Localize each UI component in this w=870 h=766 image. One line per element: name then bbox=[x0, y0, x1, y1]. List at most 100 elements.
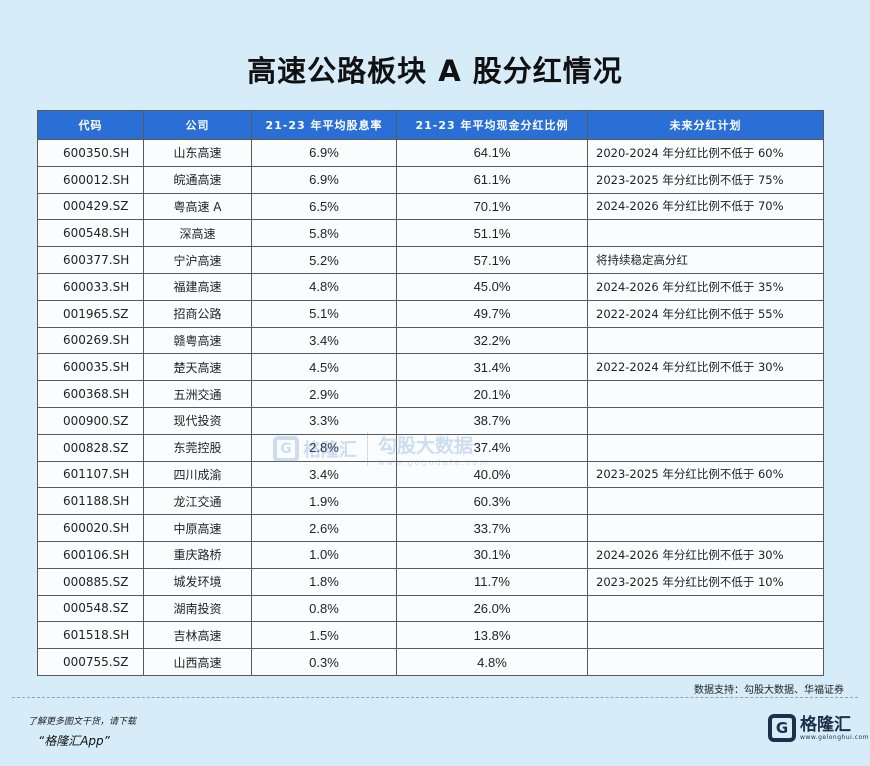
cell-dividend-yield: 3.3% bbox=[251, 406, 397, 435]
table-row: 600035.SH 楚天高速 4.5% 31.4% 2022-2024 年分红比例不低于… bbox=[37, 353, 824, 382]
cell-payout-ratio: 49.7% bbox=[396, 299, 588, 328]
table-row: 601107.SH 四川成渝 3.4% 40.0% 2023-2025 年分红比例不低于… bbox=[37, 460, 824, 489]
table-row: 600350.SH 山东高速 6.9% 64.1% 2020-2024 年分红比例不低于… bbox=[37, 139, 824, 167]
cell-company: 吉林高速 bbox=[143, 621, 252, 650]
column-header-future-plan: 未来分红计划 bbox=[587, 110, 824, 140]
cell-payout-ratio: 60.3% bbox=[396, 487, 588, 516]
cell-payout-ratio: 45.0% bbox=[396, 272, 588, 301]
cell-dividend-yield: 2.8% bbox=[251, 433, 397, 462]
cell-company: 中原高速 bbox=[143, 514, 252, 542]
cell-dividend-yield: 2.6% bbox=[251, 514, 397, 542]
cell-dividend-yield: 5.1% bbox=[251, 299, 397, 328]
cell-payout-ratio: 4.8% bbox=[396, 648, 588, 676]
cell-future-plan: 2022-2024 年分红比例不低于 30% bbox=[587, 353, 824, 382]
table-row: 600033.SH 福建高速 4.8% 45.0% 2024-2026 年分红比例不低于… bbox=[37, 272, 824, 301]
table-row: 000828.SZ 东莞控股 2.8% 37.4% bbox=[37, 433, 824, 462]
brand-logo: G 格隆汇 www.gelonghui.com bbox=[768, 714, 869, 742]
table-header-row: 代码 公司 21-23 年平均股息率 21-23 年平均现金分红比例 未来分红计… bbox=[37, 110, 824, 140]
cell-future-plan: 2022-2024 年分红比例不低于 55% bbox=[587, 299, 824, 328]
dividend-table: 代码 公司 21-23 年平均股息率 21-23 年平均现金分红比例 未来分红计… bbox=[37, 110, 824, 676]
cell-future-plan: 2024-2026 年分红比例不低于 30% bbox=[587, 540, 824, 569]
cell-dividend-yield: 5.2% bbox=[251, 246, 397, 274]
table-row: 600377.SH 宁沪高速 5.2% 57.1% 将持续稳定高分红 bbox=[37, 246, 824, 274]
cell-company: 重庆路桥 bbox=[143, 540, 252, 569]
cell-company: 东莞控股 bbox=[143, 433, 252, 462]
cell-company: 粤高速 A bbox=[143, 192, 252, 221]
cell-payout-ratio: 51.1% bbox=[396, 219, 588, 248]
page-title: 高速公路板块 A 股分红情况 bbox=[247, 54, 623, 88]
cell-company: 福建高速 bbox=[143, 272, 252, 301]
cell-future-plan bbox=[587, 326, 824, 355]
cell-payout-ratio: 61.1% bbox=[396, 165, 588, 194]
cell-company: 现代投资 bbox=[143, 406, 252, 435]
table-row: 001965.SZ 招商公路 5.1% 49.7% 2022-2024 年分红比例不低于… bbox=[37, 299, 824, 328]
cell-code: 600012.SH bbox=[37, 165, 144, 194]
cell-company: 楚天高速 bbox=[143, 353, 252, 382]
cell-dividend-yield: 1.8% bbox=[251, 567, 397, 596]
cell-payout-ratio: 26.0% bbox=[396, 594, 588, 623]
cell-future-plan: 2023-2025 年分红比例不低于 60% bbox=[587, 460, 824, 489]
table-row: 000755.SZ 山西高速 0.3% 4.8% bbox=[37, 648, 824, 676]
cell-future-plan bbox=[587, 487, 824, 516]
table-row: 600548.SH 深高速 5.8% 51.1% bbox=[37, 219, 824, 248]
cell-code: 600269.SH bbox=[37, 326, 144, 355]
cell-future-plan bbox=[587, 433, 824, 462]
cell-code: 600020.SH bbox=[37, 514, 144, 542]
cell-future-plan: 2024-2026 年分红比例不低于 70% bbox=[587, 192, 824, 221]
cell-code: 600548.SH bbox=[37, 219, 144, 248]
cell-payout-ratio: 38.7% bbox=[396, 406, 588, 435]
cell-code: 600350.SH bbox=[37, 139, 144, 167]
column-header-code: 代码 bbox=[37, 110, 144, 140]
table-row: 600106.SH 重庆路桥 1.0% 30.1% 2024-2026 年分红比例不低于… bbox=[37, 540, 824, 569]
footer-divider bbox=[12, 697, 858, 698]
logo-url: www.gelonghui.com bbox=[800, 733, 870, 741]
table-row: 601188.SH 龙江交通 1.9% 60.3% bbox=[37, 487, 824, 516]
table-row: 000885.SZ 城发环境 1.8% 11.7% 2023-2025 年分红比例不低于… bbox=[37, 567, 824, 596]
cell-dividend-yield: 4.8% bbox=[251, 272, 397, 301]
cell-code: 000548.SZ bbox=[37, 594, 144, 623]
table-row: 600012.SH 皖通高速 6.9% 61.1% 2023-2025 年分红比例不低于… bbox=[37, 165, 824, 194]
cell-dividend-yield: 4.5% bbox=[251, 353, 397, 382]
cell-code: 600033.SH bbox=[37, 272, 144, 301]
table-body: 600350.SH 山东高速 6.9% 64.1% 2020-2024 年分红比例不低于… bbox=[37, 139, 824, 676]
cell-payout-ratio: 13.8% bbox=[396, 621, 588, 650]
cell-dividend-yield: 1.9% bbox=[251, 487, 397, 516]
logo-g-icon: G bbox=[768, 714, 796, 742]
cell-company: 五洲交通 bbox=[143, 380, 252, 408]
cell-payout-ratio: 64.1% bbox=[396, 139, 588, 167]
cell-payout-ratio: 20.1% bbox=[396, 380, 588, 408]
cell-payout-ratio: 11.7% bbox=[396, 567, 588, 596]
column-header-dividend-yield: 21-23 年平均股息率 bbox=[251, 110, 397, 140]
cell-future-plan bbox=[587, 380, 824, 408]
column-header-payout-ratio: 21-23 年平均现金分红比例 bbox=[396, 110, 588, 140]
cell-company: 深高速 bbox=[143, 219, 252, 248]
logo-text: 格隆汇 bbox=[800, 714, 851, 735]
cell-company: 赣粤高速 bbox=[143, 326, 252, 355]
cell-payout-ratio: 57.1% bbox=[396, 246, 588, 274]
cell-future-plan: 2020-2024 年分红比例不低于 60% bbox=[587, 139, 824, 167]
cell-future-plan bbox=[587, 219, 824, 248]
cell-future-plan: 2023-2025 年分红比例不低于 75% bbox=[587, 165, 824, 194]
cell-code: 600035.SH bbox=[37, 353, 144, 382]
table-row: 000900.SZ 现代投资 3.3% 38.7% bbox=[37, 406, 824, 435]
cell-dividend-yield: 0.8% bbox=[251, 594, 397, 623]
cell-payout-ratio: 37.4% bbox=[396, 433, 588, 462]
cell-code: 600377.SH bbox=[37, 246, 144, 274]
cell-code: 601518.SH bbox=[37, 621, 144, 650]
cell-future-plan bbox=[587, 621, 824, 650]
cell-company: 四川成渝 bbox=[143, 460, 252, 489]
cell-dividend-yield: 2.9% bbox=[251, 380, 397, 408]
cell-future-plan: 2023-2025 年分红比例不低于 10% bbox=[587, 567, 824, 596]
cell-payout-ratio: 30.1% bbox=[396, 540, 588, 569]
cell-future-plan: 将持续稳定高分红 bbox=[587, 246, 824, 274]
cell-future-plan: 2024-2026 年分红比例不低于 35% bbox=[587, 272, 824, 301]
cell-future-plan bbox=[587, 594, 824, 623]
cell-company: 皖通高速 bbox=[143, 165, 252, 194]
table-row: 601518.SH 吉林高速 1.5% 13.8% bbox=[37, 621, 824, 650]
cell-code: 000429.SZ bbox=[37, 192, 144, 221]
cell-company: 城发环境 bbox=[143, 567, 252, 596]
cell-company: 湖南投资 bbox=[143, 594, 252, 623]
cell-dividend-yield: 6.9% bbox=[251, 165, 397, 194]
cell-dividend-yield: 5.8% bbox=[251, 219, 397, 248]
cell-payout-ratio: 70.1% bbox=[396, 192, 588, 221]
